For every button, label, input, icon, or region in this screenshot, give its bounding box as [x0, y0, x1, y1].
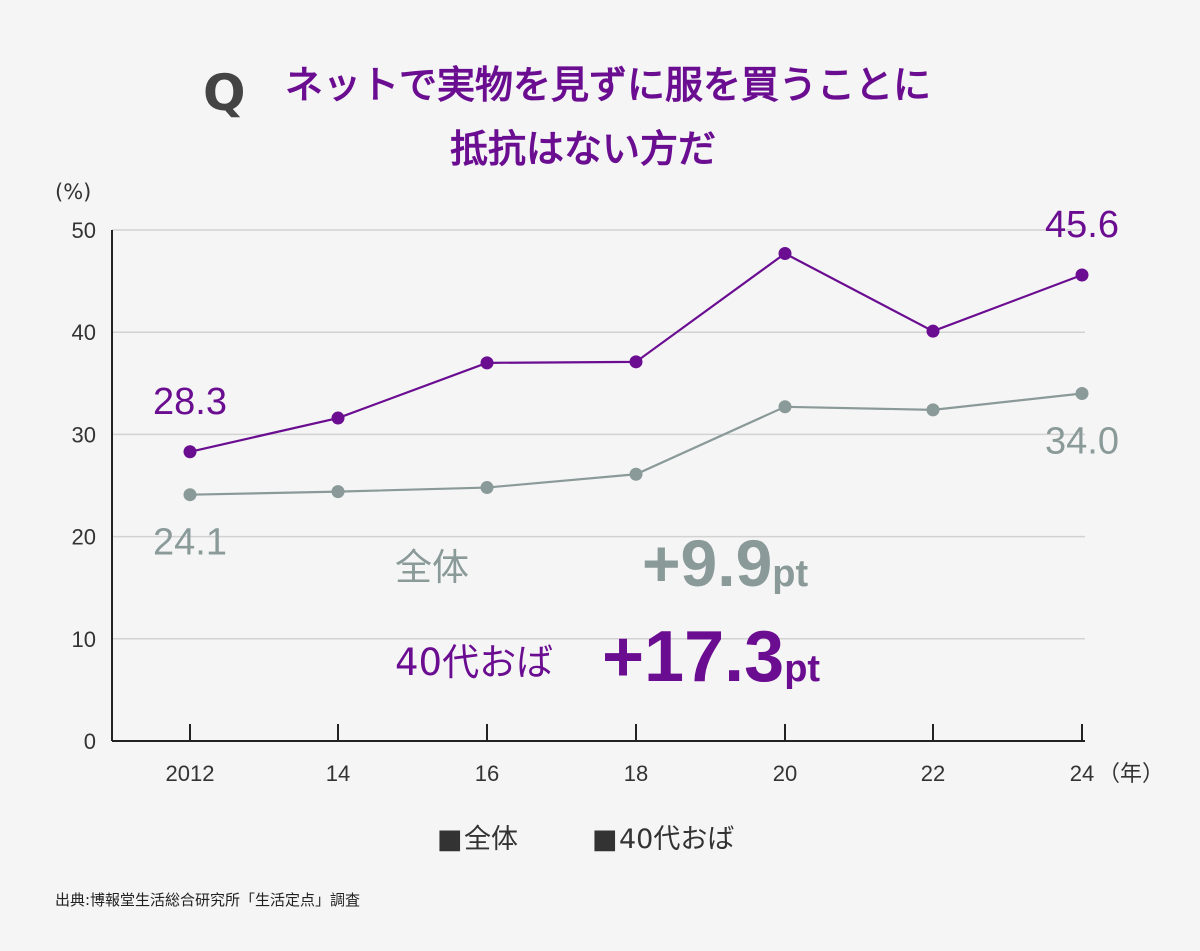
annotation-40s-label: 40代おば [395, 641, 553, 684]
data-point-s0-24 [1075, 387, 1089, 401]
data-point-s1-24 [1075, 268, 1089, 282]
series-group [183, 247, 1089, 502]
data-labels: 24.1 34.0 28.3 45.6 [153, 204, 1119, 564]
x-axis-ticks: 2012 14 16 18 20 22 24 （年） [166, 724, 1164, 786]
title-q-marker: Q [203, 64, 246, 122]
y-tick-label-40: 40 [72, 320, 96, 345]
data-point-s0-16 [480, 481, 494, 495]
annotation-overall-value: +9.9pt [642, 526, 809, 600]
data-label-s1-24: 45.6 [1045, 204, 1119, 246]
y-tick-label-20: 20 [72, 525, 96, 550]
legend: ■ 全体 ■ 40代おば [437, 824, 734, 855]
data-point-s0-2012 [183, 488, 197, 502]
x-tick-label-2012: 2012 [166, 761, 215, 786]
data-point-s1-20 [778, 247, 792, 261]
x-tick-label-16: 16 [475, 761, 499, 786]
source-note: 出典:博報堂生活総合研究所「生活定点」調査 [55, 891, 360, 909]
x-tick-label-18: 18 [624, 761, 648, 786]
data-point-s1-22 [926, 324, 940, 338]
annotation-overall: 全体 +9.9pt [395, 526, 809, 600]
data-point-s1-14 [331, 411, 345, 425]
x-tick-label-14: 14 [326, 761, 350, 786]
annotation-40s: 40代おば +17.3pt [395, 617, 820, 697]
data-point-s0-22 [926, 403, 940, 417]
data-label-s1-2012: 28.3 [153, 381, 227, 423]
chart-title-line-2: 抵抗はない方だ [450, 127, 716, 171]
data-point-s0-18 [629, 467, 643, 481]
data-point-s0-14 [331, 485, 345, 499]
y-axis-ticks: 0 10 20 30 40 50 [72, 218, 96, 754]
annotation-40s-value: +17.3pt [602, 617, 820, 697]
data-point-s1-16 [480, 356, 494, 370]
series-line-1 [189, 252, 1083, 453]
data-point-s1-18 [629, 355, 643, 369]
x-tick-label-20: 20 [773, 761, 797, 786]
data-label-s0-24: 34.0 [1045, 421, 1119, 463]
y-tick-label-30: 30 [72, 422, 96, 447]
y-tick-label-0: 0 [84, 729, 96, 754]
chart-title-line-1: ネットで実物を見ずに服を買うことに [285, 63, 931, 107]
legend-label-40s: 40代おば [619, 824, 734, 855]
legend-label-overall: 全体 [464, 824, 518, 855]
data-label-s0-2012: 24.1 [153, 522, 227, 564]
gridlines [112, 229, 1085, 640]
x-tick-label-24: 24 [1070, 761, 1094, 786]
y-tick-label-50: 50 [72, 218, 96, 243]
legend-marker-40s: ■ [592, 824, 618, 855]
x-tick-label-22: 22 [921, 761, 945, 786]
legend-marker-overall: ■ [437, 824, 463, 855]
y-axis-unit: (%) [55, 180, 91, 204]
y-tick-label-10: 10 [72, 627, 96, 652]
annotation-overall-label: 全体 [395, 546, 469, 589]
data-point-s0-20 [778, 400, 792, 414]
data-point-s1-2012 [183, 445, 197, 459]
axes [111, 230, 1085, 742]
x-axis-unit: （年） [1098, 761, 1164, 786]
